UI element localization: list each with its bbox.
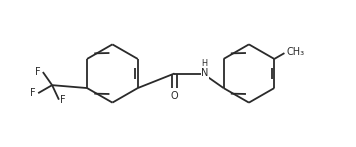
Text: H: H bbox=[201, 59, 208, 68]
Text: N: N bbox=[201, 69, 208, 78]
Text: O: O bbox=[171, 91, 178, 101]
Text: F: F bbox=[60, 95, 66, 105]
Text: CH₃: CH₃ bbox=[286, 47, 304, 57]
Text: F: F bbox=[30, 88, 36, 98]
Text: F: F bbox=[35, 67, 40, 77]
